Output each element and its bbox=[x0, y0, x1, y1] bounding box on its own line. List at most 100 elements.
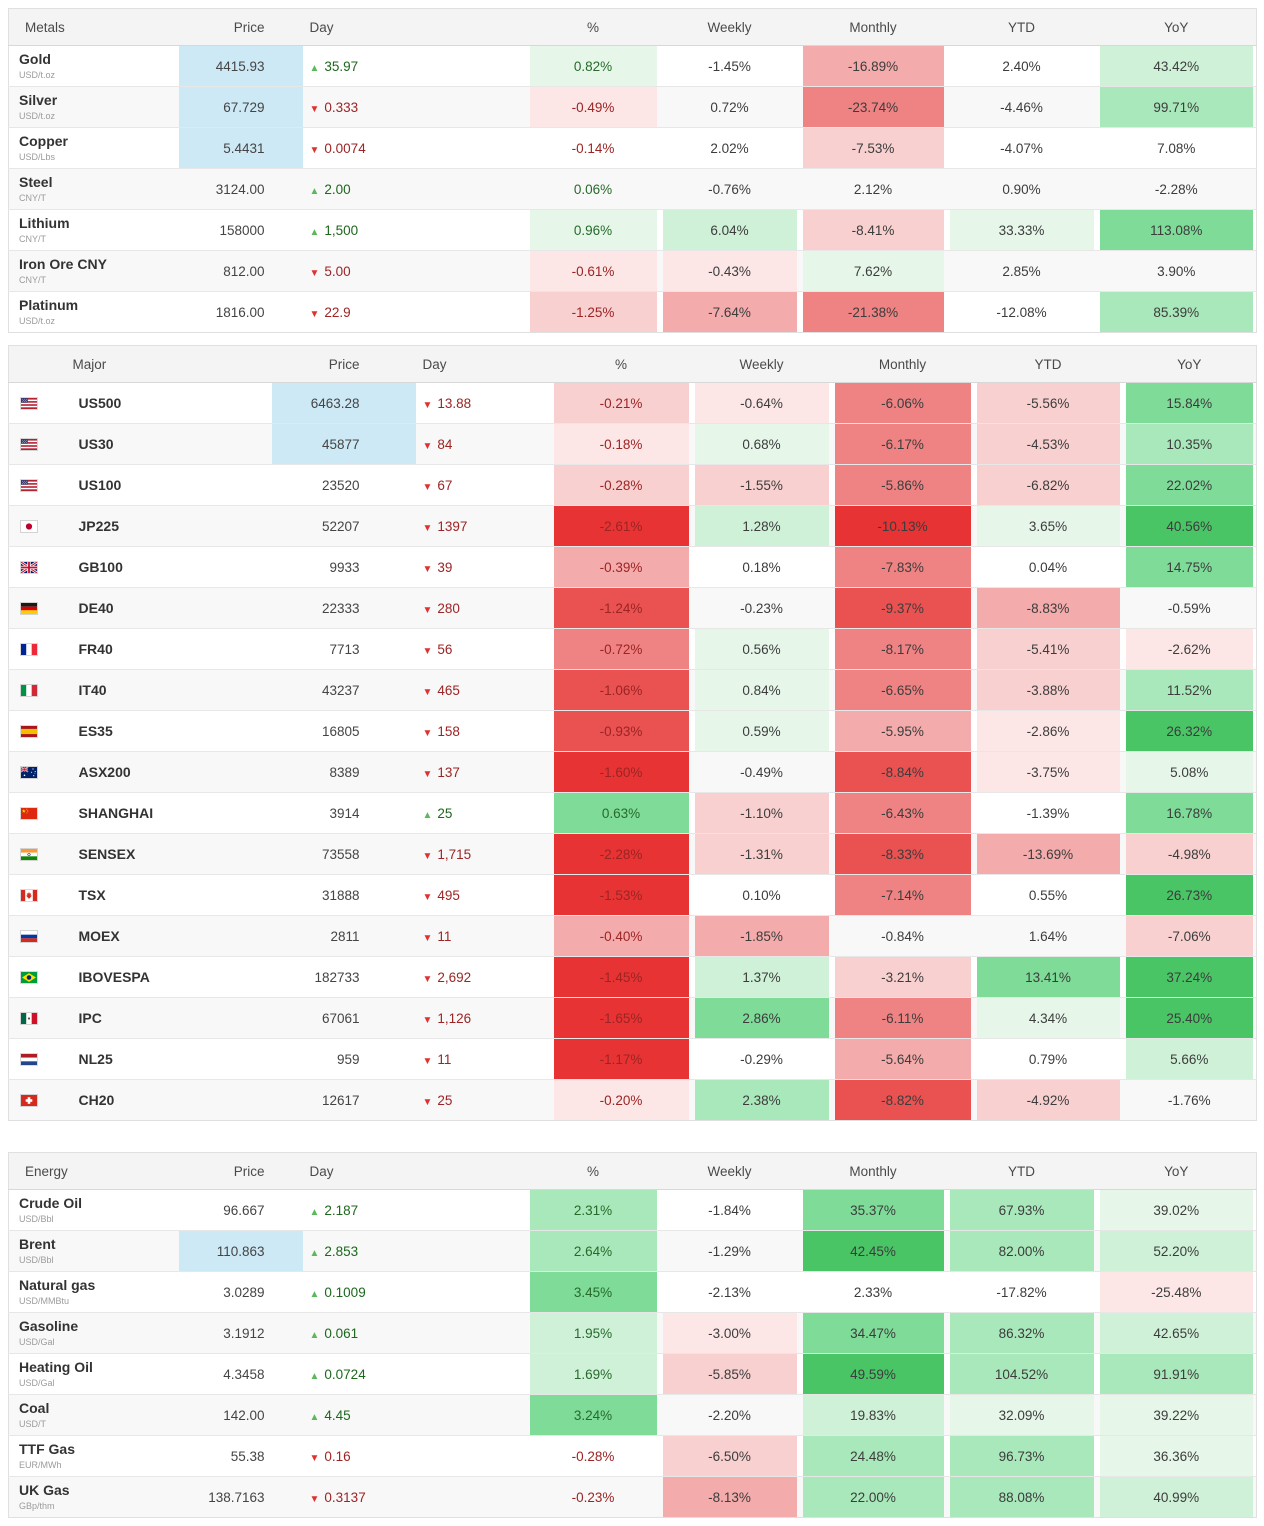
symbol-fr40[interactable]: FR40 bbox=[56, 628, 272, 670]
jp225-weekly: 1.28% bbox=[691, 505, 832, 547]
symbol-uk-gas[interactable]: UK Gas GBp/thm bbox=[8, 1476, 179, 1518]
symbol-us100[interactable]: US100 bbox=[56, 464, 272, 506]
column-header-price[interactable]: Price bbox=[271, 345, 416, 383]
table-title-metals[interactable]: Metals bbox=[8, 8, 179, 46]
column-header-day[interactable]: Day bbox=[302, 8, 527, 46]
silver-yoy: 99.71% bbox=[1096, 86, 1257, 128]
symbol-es35[interactable]: ES35 bbox=[56, 710, 272, 752]
gold-ytd: 2.40% bbox=[946, 45, 1097, 87]
symbol-lithium[interactable]: Lithium CNY/T bbox=[8, 209, 179, 251]
copper-ytd: -4.07% bbox=[946, 127, 1097, 169]
symbol-gold[interactable]: Gold USD/t.oz bbox=[8, 45, 179, 87]
symbol-sensex[interactable]: SENSEX bbox=[56, 833, 272, 875]
column-header-pct[interactable]: % bbox=[526, 8, 660, 46]
table-row-copper: Copper USD/Lbs 5.4431 ▼ 0.0074 -0.14% 2.02% -7.… bbox=[8, 127, 1257, 169]
tsx-weekly: 0.10% bbox=[691, 874, 832, 916]
symbol-ibovespa[interactable]: IBOVESPA bbox=[56, 956, 272, 998]
column-header-weekly[interactable]: Weekly bbox=[659, 8, 800, 46]
major-header-row: Major Price Day% Weekly Monthly YTD YoY bbox=[8, 345, 1257, 383]
jp225-day-pct: -2.61% bbox=[550, 505, 692, 547]
symbol-silver[interactable]: Silver USD/t.oz bbox=[8, 86, 179, 128]
column-header-weekly[interactable]: Weekly bbox=[691, 345, 832, 383]
lithium-day-change: ▲ 1,500 bbox=[302, 209, 527, 251]
symbol-tsx[interactable]: TSX bbox=[56, 874, 272, 916]
symbol-name: Gasoline bbox=[19, 1317, 79, 1334]
shanghai-ytd: -1.39% bbox=[973, 792, 1123, 834]
metals-header-row: Metals Price Day% Weekly Monthly YTD YoY bbox=[8, 8, 1257, 46]
symbol-heating-oil[interactable]: Heating Oil USD/Gal bbox=[8, 1353, 179, 1395]
down-triangle-icon: ▼ bbox=[309, 1452, 320, 1464]
brent-weekly: -1.29% bbox=[659, 1230, 800, 1272]
symbol-platinum[interactable]: Platinum USD/t.oz bbox=[8, 291, 179, 333]
flag-de-icon bbox=[21, 603, 37, 615]
symbol-nl25[interactable]: NL25 bbox=[56, 1038, 272, 1080]
column-header-pct[interactable]: % bbox=[526, 1152, 660, 1190]
table-title-energy[interactable]: Energy bbox=[8, 1152, 179, 1190]
symbol-us30[interactable]: US30 bbox=[56, 423, 272, 465]
symbol-moex[interactable]: MOEX bbox=[56, 915, 272, 957]
crude-oil-weekly: -1.84% bbox=[659, 1189, 800, 1231]
symbol-gasoline[interactable]: Gasoline USD/Gal bbox=[8, 1312, 179, 1354]
table-row-gb100: GB100 9933 ▼ 39 -0.39% 0.18% -7.83% 0.04% 14.75% bbox=[8, 546, 1257, 588]
symbol-copper[interactable]: Copper USD/Lbs bbox=[8, 127, 179, 169]
symbol-gb100[interactable]: GB100 bbox=[56, 546, 272, 588]
symbol-asx200[interactable]: ASX200 bbox=[56, 751, 272, 793]
tsx-yoy: 26.73% bbox=[1122, 874, 1257, 916]
symbol-name: Copper bbox=[19, 132, 68, 149]
symbol-shanghai[interactable]: SHANGHAI bbox=[56, 792, 272, 834]
column-header-ytd[interactable]: YTD bbox=[946, 1152, 1097, 1190]
column-header-monthly[interactable]: Monthly bbox=[799, 1152, 947, 1190]
heating-oil-day-change: ▲ 0.0724 bbox=[302, 1353, 527, 1395]
column-header-yoy[interactable]: YoY bbox=[1096, 1152, 1257, 1190]
ipc-day-change: ▼ 1,126 bbox=[415, 997, 551, 1039]
symbol-us500[interactable]: US500 bbox=[56, 382, 272, 424]
platinum-weekly: -7.64% bbox=[659, 291, 800, 333]
symbol-it40[interactable]: IT40 bbox=[56, 669, 272, 711]
symbol-unit: CNY/T bbox=[19, 193, 46, 204]
symbol-ipc[interactable]: IPC bbox=[56, 997, 272, 1039]
column-header-day[interactable]: Day bbox=[415, 345, 551, 383]
es35-yoy: 26.32% bbox=[1122, 710, 1257, 752]
column-header-monthly[interactable]: Monthly bbox=[831, 345, 974, 383]
column-header-yoy[interactable]: YoY bbox=[1122, 345, 1257, 383]
table-title-major[interactable]: Major bbox=[56, 345, 272, 383]
column-header-pct[interactable]: % bbox=[550, 345, 692, 383]
flag-nl-icon bbox=[21, 1054, 37, 1066]
tsx-day-change: ▼ 495 bbox=[415, 874, 551, 916]
symbol-de40[interactable]: DE40 bbox=[56, 587, 272, 629]
column-header-yoy[interactable]: YoY bbox=[1096, 8, 1257, 46]
symbol-steel[interactable]: Steel CNY/T bbox=[8, 168, 179, 210]
steel-price: 3124.00 bbox=[178, 168, 303, 210]
uk-gas-price: 138.7163 bbox=[178, 1476, 303, 1518]
symbol-iron-ore-cny[interactable]: Iron Ore CNY CNY/T bbox=[8, 250, 179, 292]
symbol-unit: USD/MMBtu bbox=[19, 1296, 70, 1307]
down-triangle-icon: ▼ bbox=[422, 440, 433, 452]
copper-weekly: 2.02% bbox=[659, 127, 800, 169]
column-header-ytd[interactable]: YTD bbox=[946, 8, 1097, 46]
coal-ytd: 32.09% bbox=[946, 1394, 1097, 1436]
symbol-ch20[interactable]: CH20 bbox=[56, 1079, 272, 1121]
it40-day-pct: -1.06% bbox=[550, 669, 692, 711]
us100-yoy: 22.02% bbox=[1122, 464, 1257, 506]
symbol-crude-oil[interactable]: Crude Oil USD/Bbl bbox=[8, 1189, 179, 1231]
symbol-ttf-gas[interactable]: TTF Gas EUR/MWh bbox=[8, 1435, 179, 1477]
de40-price: 22333 bbox=[271, 587, 416, 629]
de40-ytd: -8.83% bbox=[973, 587, 1123, 629]
gold-monthly: -16.89% bbox=[799, 45, 947, 87]
symbol-coal[interactable]: Coal USD/T bbox=[8, 1394, 179, 1436]
symbol-jp225[interactable]: JP225 bbox=[56, 505, 272, 547]
flag-cell-us30 bbox=[8, 423, 57, 465]
column-header-price[interactable]: Price bbox=[178, 1152, 303, 1190]
gold-day-pct: 0.82% bbox=[526, 45, 660, 87]
symbol-natural-gas[interactable]: Natural gas USD/MMBtu bbox=[8, 1271, 179, 1313]
down-triangle-icon: ▼ bbox=[422, 891, 433, 903]
symbol-brent[interactable]: Brent USD/Bbl bbox=[8, 1230, 179, 1272]
column-header-price[interactable]: Price bbox=[178, 8, 303, 46]
gold-price: 4415.93 bbox=[178, 45, 303, 87]
platinum-price: 1816.00 bbox=[178, 291, 303, 333]
column-header-monthly[interactable]: Monthly bbox=[799, 8, 947, 46]
column-header-ytd[interactable]: YTD bbox=[973, 345, 1123, 383]
column-header-day[interactable]: Day bbox=[302, 1152, 527, 1190]
down-triangle-icon: ▼ bbox=[309, 308, 320, 320]
column-header-weekly[interactable]: Weekly bbox=[659, 1152, 800, 1190]
